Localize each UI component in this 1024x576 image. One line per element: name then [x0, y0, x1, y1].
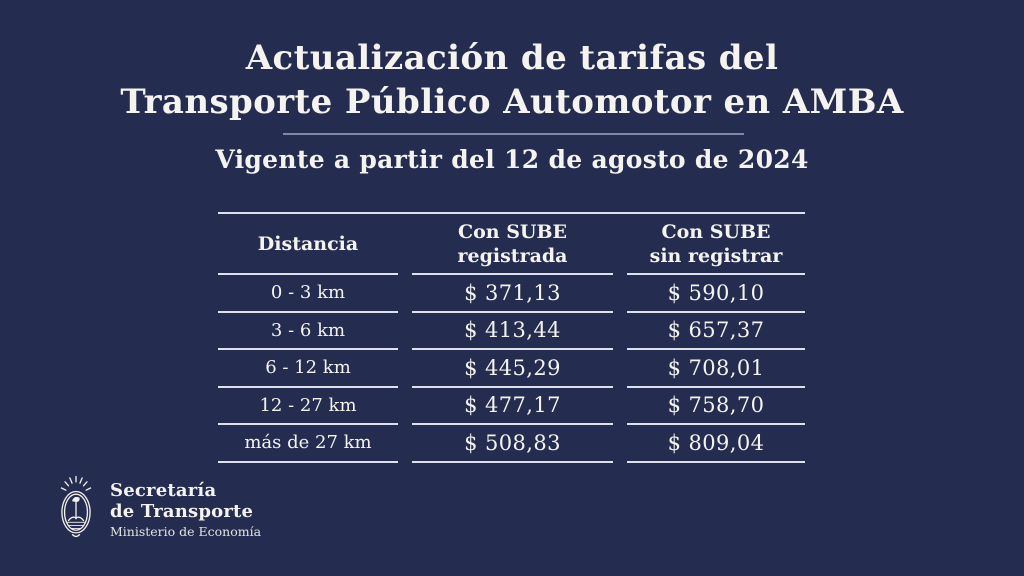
- unregistered-fare-cell: $ 758,70: [627, 388, 805, 425]
- column-header-distance: Distancia: [218, 214, 398, 275]
- column-header-sube-unregistered-line2: sin registrar: [649, 244, 783, 267]
- org-name-line2: de Transporte: [110, 501, 254, 522]
- column-header-sube-registered-line1: Con SUBE: [457, 220, 568, 243]
- registered-fare-cell: $ 508,83: [412, 425, 613, 463]
- table-row: 0 - 3 km $ 371,13 $ 590,10: [218, 275, 805, 313]
- page-title-line2: Transporte Público Automotor en AMBA: [120, 82, 904, 122]
- unregistered-fare-cell: $ 708,01: [627, 350, 805, 388]
- distance-cell: 12 - 27 km: [218, 388, 398, 425]
- footer-org-text: Secretaría de Transporte Ministerio de E…: [110, 480, 261, 540]
- column-header-sube-unregistered-line1: Con SUBE: [661, 220, 771, 243]
- unregistered-fare-cell: $ 809,04: [627, 425, 805, 463]
- table-row: 6 - 12 km $ 445,29 $ 708,01: [218, 350, 805, 388]
- org-name-line1: Secretaría: [110, 480, 217, 501]
- table-row: más de 27 km $ 508,83 $ 809,04: [218, 425, 805, 463]
- title-divider: [283, 133, 744, 135]
- fare-table: Distancia Con SUBE registrada Con SUBE s…: [218, 212, 805, 463]
- registered-fare-cell: $ 413,44: [412, 313, 613, 350]
- column-header-distance-label: Distancia: [257, 232, 359, 255]
- registered-fare-cell: $ 371,13: [412, 275, 613, 313]
- distance-cell: 6 - 12 km: [218, 350, 398, 388]
- page-title-line1: Actualización de tarifas del: [245, 38, 779, 78]
- argentina-coat-of-arms-icon: [54, 468, 98, 552]
- table-row: 3 - 6 km $ 413,44 $ 657,37: [218, 313, 805, 350]
- table-row: 12 - 27 km $ 477,17 $ 758,70: [218, 388, 805, 425]
- distance-cell: 3 - 6 km: [218, 313, 398, 350]
- page-title: Actualización de tarifas del Transporte …: [0, 36, 1024, 124]
- distance-cell: 0 - 3 km: [218, 275, 398, 313]
- column-header-sube-registered-line2: registrada: [457, 244, 568, 267]
- registered-fare-cell: $ 477,17: [412, 388, 613, 425]
- registered-fare-cell: $ 445,29: [412, 350, 613, 388]
- org-ministry-label: Ministerio de Economía: [110, 524, 262, 539]
- unregistered-fare-cell: $ 657,37: [627, 313, 805, 350]
- column-header-sube-registered: Con SUBE registrada: [412, 214, 613, 275]
- distance-cell: más de 27 km: [218, 425, 398, 463]
- column-header-sube-unregistered: Con SUBE sin registrar: [627, 214, 805, 275]
- fare-table-header-row: Distancia Con SUBE registrada Con SUBE s…: [218, 214, 805, 275]
- effective-date-subtitle: Vigente a partir del 12 de agosto de 202…: [215, 145, 809, 174]
- footer-brand: Secretaría de Transporte Ministerio de E…: [54, 468, 261, 552]
- unregistered-fare-cell: $ 590,10: [627, 275, 805, 313]
